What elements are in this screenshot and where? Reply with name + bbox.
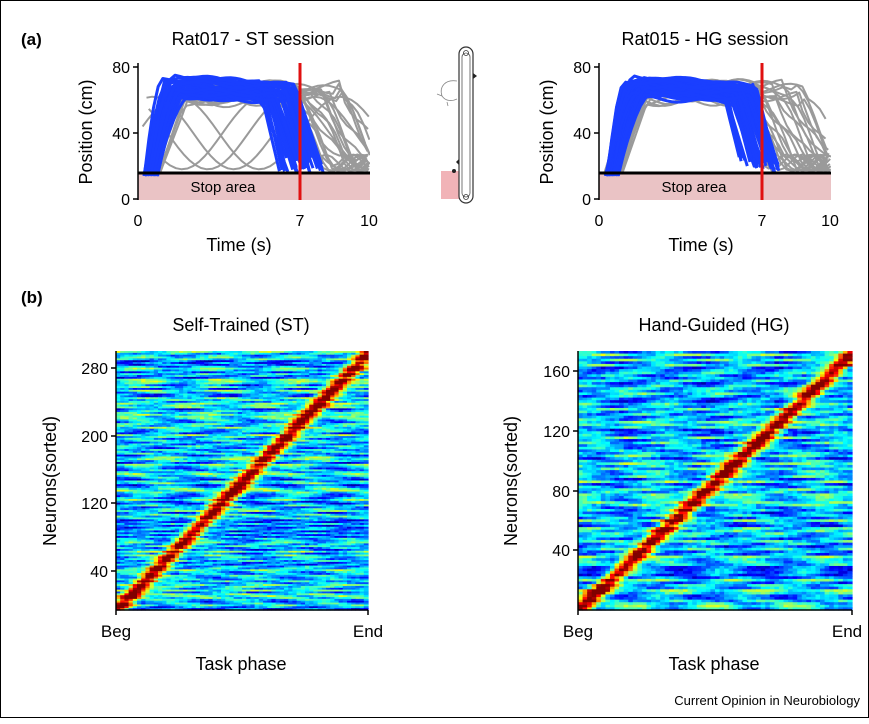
- x-tick-label: 7: [296, 213, 305, 230]
- stop-area-label: Stop area: [190, 179, 256, 196]
- stop-area-label: Stop area: [661, 179, 727, 196]
- chart-title: Rat015 - HG session: [621, 29, 788, 49]
- y-axis-label: Position (cm): [76, 79, 96, 184]
- x-tick-label: 7: [758, 213, 767, 230]
- x-axis-label: Time (s): [206, 235, 271, 255]
- position-chart-st: Rat017 - ST session Stop area 80 40 0 0 …: [76, 29, 378, 255]
- x-tick-label: 0: [134, 213, 143, 230]
- panel-b-label: (b): [21, 288, 43, 307]
- y-tick-label: 40: [573, 126, 591, 143]
- track-inner: [462, 53, 470, 197]
- y-tick-label: 0: [582, 192, 591, 209]
- trial-traces: [604, 76, 831, 176]
- y-tick-label: 0: [121, 192, 130, 209]
- y-tick-label: 80: [573, 60, 591, 77]
- position-chart-hg: Rat015 - HG session Stop area 80 40 0 0 …: [537, 29, 839, 255]
- chart-title: Self-Trained (ST): [172, 315, 309, 335]
- reward-dot-icon: [452, 169, 456, 173]
- marker-arrow-icon: [456, 159, 459, 165]
- x-axis-label: Time (s): [668, 235, 733, 255]
- chart-title: Rat017 - ST session: [172, 29, 335, 49]
- x-tick-label: 0: [595, 213, 604, 230]
- y-tick-label: 80: [112, 60, 130, 77]
- heatmap-st: Self-Trained (ST) 40 120 200 280 Beg End…: [40, 315, 383, 674]
- marker-arrow-icon: [473, 73, 477, 79]
- x-tick-label: 10: [821, 213, 839, 230]
- y-axis-label: Position (cm): [537, 79, 557, 184]
- y-tick-label: 40: [112, 126, 130, 143]
- panel-a-label: (a): [21, 30, 42, 49]
- trial-traces: [143, 75, 370, 176]
- track-diagram: [437, 47, 477, 203]
- rat-sketch: [437, 81, 457, 106]
- heatmap-cells: [116, 351, 369, 611]
- x-tick-label: 10: [360, 213, 378, 230]
